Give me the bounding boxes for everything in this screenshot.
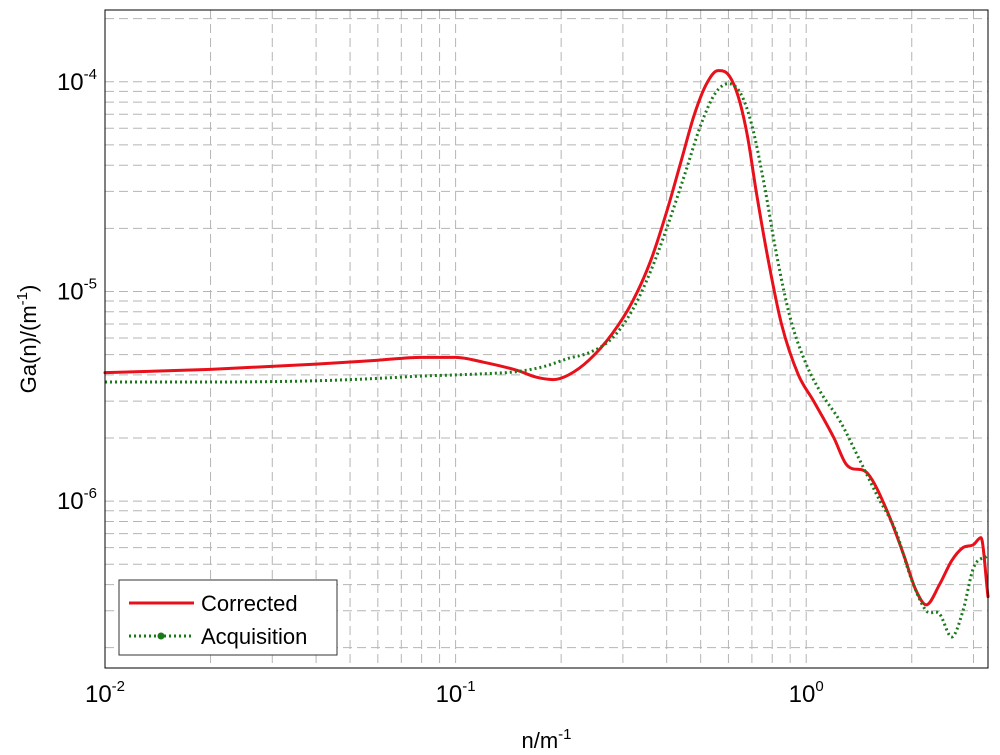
tick-labels: 10-2 10-1 100 10-6 10-5 10-4 [57,66,824,708]
y-tick-label: 10-6 [57,485,97,515]
legend-label-corrected: Corrected [201,591,298,616]
series-group [103,69,990,639]
legend-label-acquisition: Acquisition [201,624,307,649]
legend-box [118,579,338,656]
grid [104,10,988,668]
series-line-acquisition [105,82,989,639]
y-axis-label: Ga(n)/(m-1) [14,285,41,394]
y-tick-label: 10-5 [57,275,97,305]
x-tick-label: 10-2 [85,678,125,708]
y-tick-label: 10-4 [57,66,97,96]
x-axis-label: n/m-1 [521,726,571,753]
x-tick-label: 10-1 [436,678,476,708]
legend-marker-acquisition [157,632,165,640]
plot-area [105,10,988,668]
plot-border [104,9,989,669]
series-line-corrected [103,69,990,607]
x-tick-label: 100 [789,678,824,708]
legend: Corrected Acquisition [118,579,338,656]
